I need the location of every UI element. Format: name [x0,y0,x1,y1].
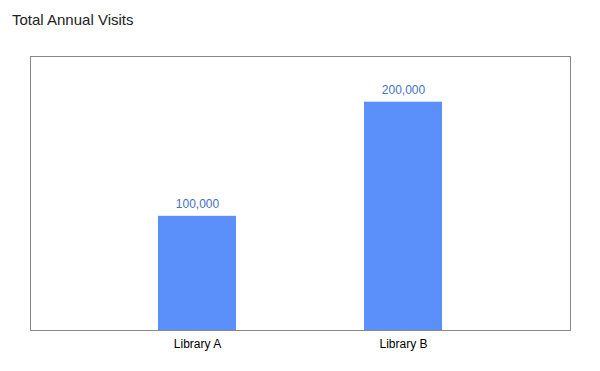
svg-text:Library A: Library A [174,337,221,351]
html-text:Total Annual Visits: Total Annual Visits [12,11,134,28]
svg-text:Library B: Library B [379,337,427,351]
svg-text:200,000: 200,000 [382,83,426,97]
svg-text:100,000: 100,000 [176,197,220,211]
